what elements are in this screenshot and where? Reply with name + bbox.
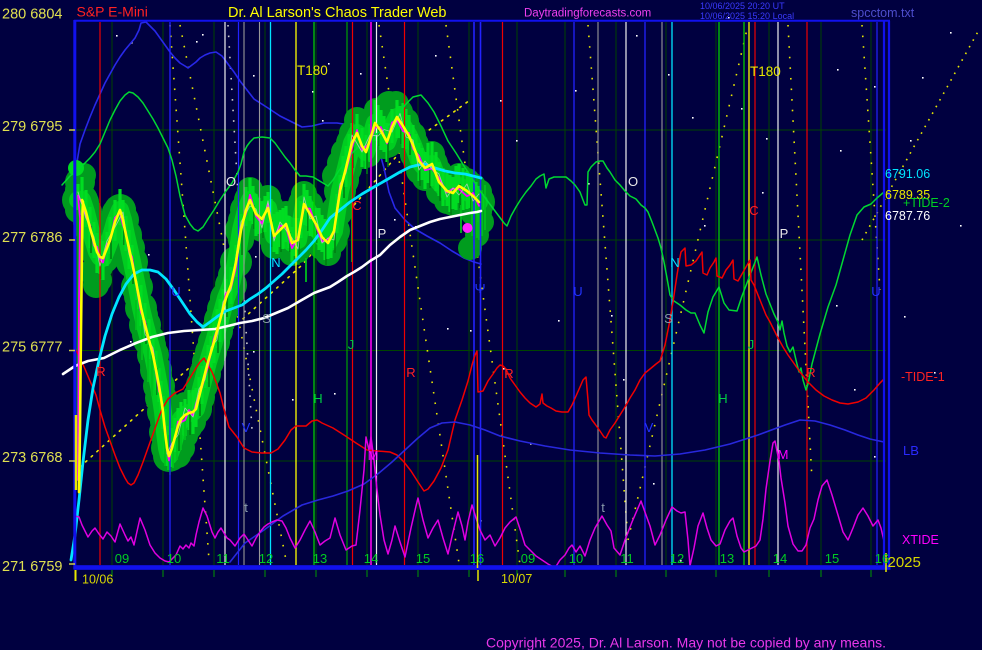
svg-text:J: J xyxy=(748,337,755,352)
svg-text:12: 12 xyxy=(259,551,273,566)
svg-text:Daytradingforecasts.com: Daytradingforecasts.com xyxy=(524,8,651,20)
svg-text:11: 11 xyxy=(216,551,230,566)
svg-text:6787.76: 6787.76 xyxy=(885,209,930,223)
svg-text:C: C xyxy=(749,203,758,218)
svg-text:N: N xyxy=(670,255,679,270)
svg-text:16: 16 xyxy=(875,551,889,566)
svg-text:13: 13 xyxy=(720,551,734,566)
svg-text:271 6759: 271 6759 xyxy=(2,559,62,575)
svg-text:H: H xyxy=(718,391,727,406)
svg-text:273 6768: 273 6768 xyxy=(2,450,62,466)
svg-text:277 6786: 277 6786 xyxy=(2,230,62,246)
svg-text:R: R xyxy=(406,365,415,380)
svg-text:T180: T180 xyxy=(750,64,781,79)
svg-text:V: V xyxy=(242,420,251,435)
svg-text:15: 15 xyxy=(416,551,430,566)
svg-text:P: P xyxy=(780,226,789,241)
svg-text:10/07: 10/07 xyxy=(501,572,532,586)
svg-text:6789.35: 6789.35 xyxy=(885,188,930,202)
svg-text:T180: T180 xyxy=(297,63,328,78)
svg-text:N: N xyxy=(271,255,280,270)
svg-text:Copyright 2025, Dr. Al Larson.: Copyright 2025, Dr. Al Larson. May not b… xyxy=(486,635,886,650)
svg-text:279 6795: 279 6795 xyxy=(2,119,62,135)
svg-text:09: 09 xyxy=(115,551,129,566)
svg-text:P: P xyxy=(378,226,387,241)
svg-text:XTIDE: XTIDE xyxy=(902,533,939,547)
svg-text:12: 12 xyxy=(670,551,684,566)
svg-text:t: t xyxy=(601,500,605,515)
svg-text:13: 13 xyxy=(313,551,327,566)
svg-text:16: 16 xyxy=(470,551,484,566)
svg-text:O: O xyxy=(226,174,236,189)
svg-text:14: 14 xyxy=(364,551,378,566)
svg-text:09: 09 xyxy=(521,551,535,566)
svg-text:R: R xyxy=(96,364,105,379)
svg-text:LB: LB xyxy=(903,443,919,458)
svg-text:6791.06: 6791.06 xyxy=(885,167,930,181)
svg-text:+TIDE-2: +TIDE-2 xyxy=(903,196,950,210)
svg-text:M: M xyxy=(778,447,789,462)
svg-text:t: t xyxy=(244,500,248,515)
svg-text:Ψ: Ψ xyxy=(475,281,486,296)
svg-text:R: R xyxy=(806,365,815,380)
svg-text:-TIDE-1: -TIDE-1 xyxy=(901,370,945,384)
svg-text:C: C xyxy=(352,198,361,213)
svg-text:spcctom.txt: spcctom.txt xyxy=(851,6,915,20)
svg-text:2025: 2025 xyxy=(888,554,921,571)
svg-text:U: U xyxy=(573,284,582,299)
svg-text:10/06: 10/06 xyxy=(82,573,113,587)
svg-text:15: 15 xyxy=(825,551,839,566)
svg-text:O: O xyxy=(628,174,638,189)
svg-text:10/06/2025 15:20 Local: 10/06/2025 15:20 Local xyxy=(700,11,794,21)
svg-text:10: 10 xyxy=(167,551,181,566)
svg-text:U: U xyxy=(171,284,180,299)
svg-text:H: H xyxy=(313,391,322,406)
svg-text:V: V xyxy=(645,420,654,435)
svg-text:10/06/2025 20:20 UT: 10/06/2025 20:20 UT xyxy=(700,1,785,11)
svg-text:J: J xyxy=(348,337,355,352)
svg-text:S: S xyxy=(664,311,673,326)
svg-text:S: S xyxy=(262,311,271,326)
svg-text:R: R xyxy=(504,366,513,381)
svg-text:U: U xyxy=(871,284,880,299)
svg-text:Dr. Al Larson's Chaos Trader W: Dr. Al Larson's Chaos Trader Web xyxy=(228,5,447,21)
svg-text:M: M xyxy=(368,448,379,463)
svg-text:S&P E-Mini: S&P E-Mini xyxy=(77,4,148,20)
svg-text:14: 14 xyxy=(773,551,787,566)
svg-text:280 6804: 280 6804 xyxy=(2,7,62,23)
svg-text:10: 10 xyxy=(569,551,583,566)
svg-text:11: 11 xyxy=(620,551,634,566)
svg-text:275 6777: 275 6777 xyxy=(2,340,62,356)
